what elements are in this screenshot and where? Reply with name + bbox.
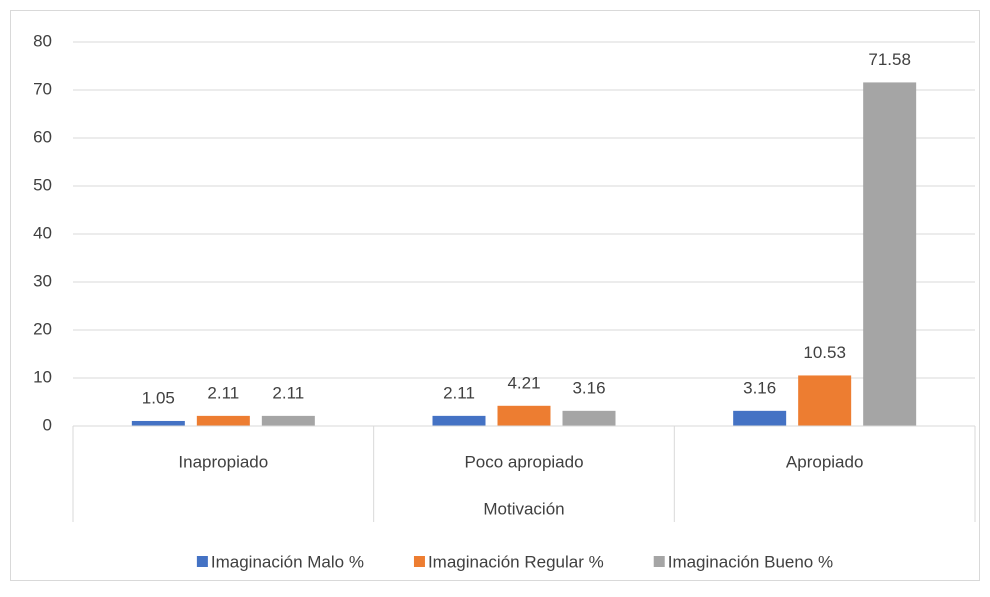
legend-swatch (653, 556, 665, 567)
data-label: 1.05 (142, 388, 175, 407)
legend-label: Imaginación Bueno % (668, 552, 833, 571)
data-label: 10.53 (803, 343, 846, 362)
data-label: 2.11 (207, 383, 239, 402)
bar (733, 410, 787, 426)
legend-label: Imaginación Regular % (428, 552, 604, 571)
data-label: 4.21 (507, 373, 540, 392)
y-tick-label: 70 (33, 79, 52, 98)
data-label: 3.16 (572, 378, 605, 397)
bar (196, 415, 250, 426)
x-tick-label: Inapropiado (178, 452, 268, 471)
bar (562, 410, 616, 426)
bar (261, 415, 315, 426)
chart-border (10, 10, 980, 581)
y-tick-label: 20 (33, 319, 52, 338)
legend-label: Imaginación Malo % (211, 552, 364, 571)
y-tick-label: 30 (33, 271, 52, 290)
bar (131, 420, 185, 426)
y-tick-label: 50 (33, 175, 52, 194)
y-tick-label: 60 (33, 127, 52, 146)
bar (432, 415, 486, 426)
legend-swatch (413, 556, 425, 567)
y-tick-label: 0 (43, 415, 52, 434)
y-tick-label: 10 (33, 367, 52, 386)
y-tick-label: 80 (33, 31, 52, 50)
x-tick-label: Poco apropiado (464, 452, 583, 471)
data-label: 71.58 (868, 50, 911, 69)
data-label: 2.11 (272, 383, 304, 402)
bar (497, 405, 551, 426)
data-label: 3.16 (743, 378, 776, 397)
bar (863, 82, 917, 426)
data-label: 2.11 (443, 383, 475, 402)
bar (798, 375, 852, 426)
x-tick-label: Apropiado (786, 452, 864, 471)
x-axis-title: Motivación (483, 499, 564, 518)
y-tick-label: 40 (33, 223, 52, 242)
legend-swatch (196, 556, 208, 567)
